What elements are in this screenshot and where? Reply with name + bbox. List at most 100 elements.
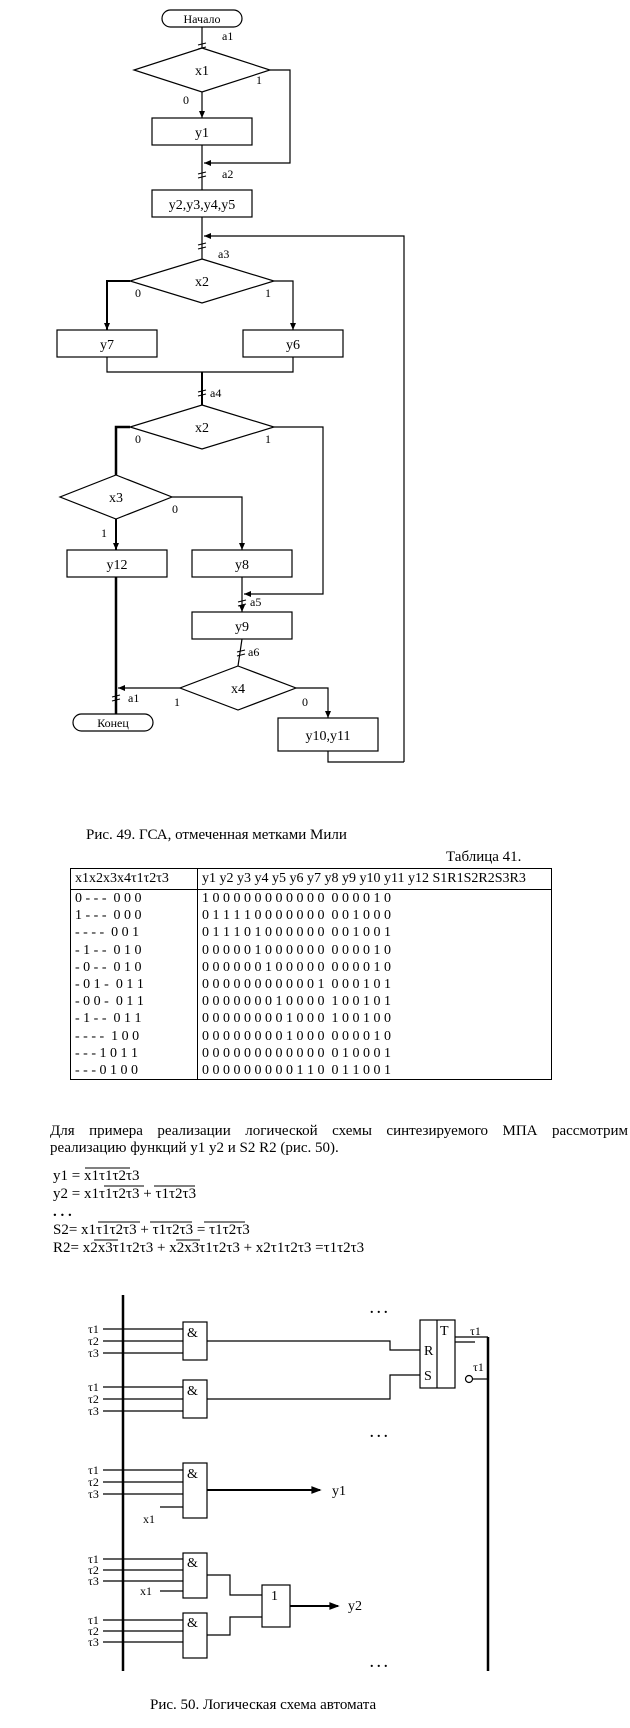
branch-x4-0: 0 <box>302 695 308 709</box>
trigger-s: S <box>424 1369 432 1384</box>
table-row-outputs: 1 0 0 0 0 0 0 0 0 0 0 0 0 0 0 0 1 0 <box>202 891 391 906</box>
start-label: Начало <box>184 12 221 26</box>
formula-y1: y1 = x1τ1τ2τ3 <box>53 1168 140 1184</box>
trigger-inverted-output: τ1 <box>473 1360 484 1374</box>
table-row-inputs: - 0 1 - 0 1 1 <box>75 976 144 992</box>
dots: . . . <box>370 1656 388 1671</box>
op-y2y5: y2,y3,y4,y5 <box>169 198 236 213</box>
dots: . . . <box>370 1302 388 1317</box>
input-tau1: τ1 <box>88 1552 99 1566</box>
trigger-output: τ1 <box>470 1324 481 1338</box>
branch-x3-0: 0 <box>172 502 178 516</box>
branch-x2a-1: 1 <box>265 286 271 300</box>
branch-x1-0: 0 <box>183 93 189 107</box>
fig50-caption: Рис. 50. Логическая схема автомата <box>150 1697 377 1713</box>
input-tau3: τ3 <box>88 1487 99 1501</box>
and-label: & <box>187 1616 198 1631</box>
decision-x2-first <box>127 258 277 304</box>
op-y7: y7 <box>100 338 114 353</box>
input-tau2: τ2 <box>88 1624 99 1638</box>
table-row-inputs: - 1 - - 0 1 0 <box>75 942 142 958</box>
branch-x2b-1: 1 <box>265 432 271 446</box>
table-row-inputs: 0 - - - 0 0 0 <box>75 891 142 906</box>
mark-a3: a3 <box>218 247 229 261</box>
table-row-inputs: 1 - - - 0 0 0 <box>75 908 142 924</box>
table-row-inputs: - - - 0 1 0 0 <box>75 1062 138 1078</box>
dots: . . . <box>370 1426 388 1441</box>
end-terminal <box>72 713 154 732</box>
output-y2: y2 <box>348 1599 362 1614</box>
table-row-outputs: 0 0 0 0 0 0 0 0 1 0 0 0 1 0 0 1 0 0 <box>202 1011 391 1027</box>
logic-circuit-fig50: & & & & & 1 R S T τ1 τ1 y1 y2 . . . . . … <box>88 1295 490 1671</box>
cond-x2a: x2 <box>195 275 209 290</box>
input-tau3: τ3 <box>88 1404 99 1418</box>
formula-overbars <box>85 1167 245 1241</box>
branch-x2a-0: 0 <box>135 286 141 300</box>
cond-x3: x3 <box>109 491 123 506</box>
table-header-left: x1x2x3x4τ1τ2τ3 <box>75 871 169 886</box>
mark-a5: a5 <box>250 595 261 609</box>
end-label: Конец <box>97 716 129 730</box>
formula-r2: R2= x2x3τ1τ2τ3 + x2x3τ1τ2τ3 + x2τ1τ2τ3 =… <box>53 1240 365 1256</box>
op-y8: y8 <box>235 558 249 573</box>
input-tau1: τ1 <box>88 1380 99 1394</box>
input-tau1: τ1 <box>88 1322 99 1336</box>
decision-x4 <box>178 665 298 711</box>
op-y10y11: y10,y11 <box>306 729 351 744</box>
table-row-inputs: - 0 0 - 0 1 1 <box>75 994 144 1010</box>
table-header-right: y1 y2 y3 y4 y5 y6 y7 y8 y9 y10 y11 y12 S… <box>202 871 526 886</box>
table-row-inputs: - - - - 0 0 1 <box>75 925 140 941</box>
mark-a4: a4 <box>210 386 221 400</box>
table-row-outputs: 0 0 0 0 0 0 0 0 0 0 0 1 0 0 0 1 0 1 <box>202 976 391 992</box>
input-tau2: τ2 <box>88 1563 99 1577</box>
and-label: & <box>187 1326 198 1341</box>
input-tau3: τ3 <box>88 1574 99 1588</box>
input-tau2: τ2 <box>88 1475 99 1489</box>
input-x1: x1 <box>143 1512 155 1526</box>
formula-s2: S2= x1τ1τ2τ3 + τ1τ2τ3 = τ1τ2τ3 <box>53 1222 250 1238</box>
table-row-outputs: 0 0 0 0 0 0 0 1 0 0 0 0 1 0 0 1 0 1 <box>202 994 391 1010</box>
input-tau2: τ2 <box>88 1392 99 1406</box>
table-row-outputs: 0 0 0 0 0 1 0 0 0 0 0 0 0 0 0 0 1 0 <box>202 942 391 958</box>
truth-table: x1x2x3x4τ1τ2τ3 y1 y2 y3 y4 y5 y6 y7 y8 y… <box>70 868 552 1081</box>
table-row-outputs: 0 0 0 0 0 0 0 0 1 0 0 0 0 0 0 0 1 0 <box>202 1028 391 1044</box>
input-tau3: τ3 <box>88 1346 99 1360</box>
table-row-outputs: 0 1 1 1 1 0 0 0 0 0 0 0 0 0 1 0 0 0 <box>202 908 391 924</box>
table-row-outputs: 0 0 0 0 0 0 0 0 0 1 1 0 0 1 1 0 0 1 <box>202 1062 391 1078</box>
cond-x4: x4 <box>231 682 245 697</box>
branch-x1-1: 1 <box>256 73 262 87</box>
input-tau1: τ1 <box>88 1463 99 1477</box>
input-x1: x1 <box>140 1584 152 1598</box>
table-inputs-column: 0 - - - 0 0 0 1 - - - 0 0 0 - - - - 0 0 … <box>70 888 198 1081</box>
body-paragraph: Для примера реализации логической схемы … <box>50 1123 628 1156</box>
table-row-inputs: - 0 - - 0 1 0 <box>75 959 142 975</box>
formula-dots: . . . <box>53 1204 72 1220</box>
cond-x2b: x2 <box>195 421 209 436</box>
branch-x2b-0: 0 <box>135 432 141 446</box>
and-label: & <box>187 1384 198 1399</box>
table-outputs-column: 1 0 0 0 0 0 0 0 0 0 0 0 0 0 0 0 1 0 0 1 … <box>197 888 552 1081</box>
op-y12: y12 <box>107 558 128 573</box>
op-y9: y9 <box>235 620 249 635</box>
mark-a2: a2 <box>222 167 233 181</box>
table-row-outputs: 0 1 1 1 0 1 0 0 0 0 0 0 0 0 1 0 0 1 <box>202 925 391 941</box>
or-label: 1 <box>271 1589 278 1604</box>
formula-y2: y2 = x1τ1τ2τ3 + τ1τ2τ3 <box>53 1186 197 1202</box>
and-label: & <box>187 1556 198 1571</box>
table-row-outputs: 0 0 0 0 0 0 1 0 0 0 0 0 0 0 0 0 1 0 <box>202 959 391 975</box>
branch-x3-1: 1 <box>101 526 107 540</box>
input-tau1: τ1 <box>88 1613 99 1627</box>
trigger-t: T <box>440 1324 449 1339</box>
cond-x1: x1 <box>195 64 209 79</box>
output-y1: y1 <box>332 1484 346 1499</box>
flowchart-fig49: Начало Конец x1 x2 x2 x3 x4 y1 y2,y3,y4,… <box>56 9 405 763</box>
and-label: & <box>187 1467 198 1482</box>
op-y1: y1 <box>195 126 209 141</box>
branch-x4-1: 1 <box>174 695 180 709</box>
mark-a1-end: a1 <box>128 691 139 705</box>
op-y6: y6 <box>286 338 300 353</box>
input-tau2: τ2 <box>88 1334 99 1348</box>
fig49-caption: Рис. 49. ГСА, отмеченная метками Мили <box>86 827 347 843</box>
table-row-outputs: 0 0 0 0 0 0 0 0 0 0 0 0 0 1 0 0 0 1 <box>202 1045 391 1061</box>
mark-a6: a6 <box>248 645 259 659</box>
